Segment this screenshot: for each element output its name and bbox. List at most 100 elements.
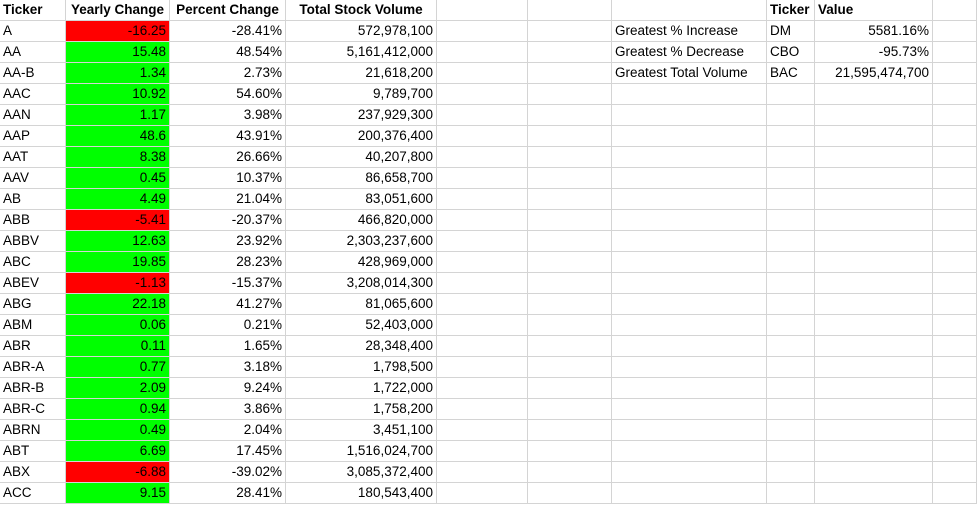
empty-cell[interactable] xyxy=(612,231,767,252)
percent-change-cell[interactable]: 3.86% xyxy=(170,399,286,420)
summary-header-ticker[interactable]: Ticker xyxy=(767,0,815,21)
percent-change-cell[interactable]: 3.18% xyxy=(170,357,286,378)
empty-cell[interactable] xyxy=(437,315,528,336)
total-stock-volume-cell[interactable]: 21,618,200 xyxy=(286,63,437,84)
empty-cell[interactable] xyxy=(612,210,767,231)
empty-cell[interactable] xyxy=(815,294,933,315)
empty-cell[interactable] xyxy=(437,357,528,378)
empty-cell[interactable] xyxy=(528,189,612,210)
yearly-change-cell[interactable]: -16.25 xyxy=(66,21,170,42)
empty-cell[interactable] xyxy=(933,483,977,504)
yearly-change-cell[interactable]: 2.09 xyxy=(66,378,170,399)
empty-cell[interactable] xyxy=(815,462,933,483)
empty-cell[interactable] xyxy=(612,483,767,504)
ticker-cell[interactable]: ABT xyxy=(0,441,66,462)
yearly-change-cell[interactable]: 12.63 xyxy=(66,231,170,252)
header-total-stock-volume[interactable]: Total Stock Volume xyxy=(286,0,437,21)
total-stock-volume-cell[interactable]: 3,085,372,400 xyxy=(286,462,437,483)
empty-cell[interactable] xyxy=(612,252,767,273)
yearly-change-cell[interactable]: 9.15 xyxy=(66,483,170,504)
empty-cell[interactable] xyxy=(528,420,612,441)
empty-cell[interactable] xyxy=(933,315,977,336)
empty-cell[interactable] xyxy=(528,231,612,252)
ticker-cell[interactable]: ABEV xyxy=(0,273,66,294)
empty-cell[interactable] xyxy=(528,462,612,483)
empty-cell[interactable] xyxy=(612,378,767,399)
empty-cell[interactable] xyxy=(528,273,612,294)
empty-cell[interactable] xyxy=(437,84,528,105)
empty-cell[interactable] xyxy=(528,63,612,84)
summary-ticker-cell[interactable]: DM xyxy=(767,21,815,42)
total-stock-volume-cell[interactable]: 1,722,000 xyxy=(286,378,437,399)
empty-cell[interactable] xyxy=(612,147,767,168)
yearly-change-cell[interactable]: 0.06 xyxy=(66,315,170,336)
ticker-cell[interactable]: ABR-B xyxy=(0,378,66,399)
yearly-change-cell[interactable]: 48.6 xyxy=(66,126,170,147)
total-stock-volume-cell[interactable]: 466,820,000 xyxy=(286,210,437,231)
empty-cell[interactable] xyxy=(437,462,528,483)
empty-cell[interactable] xyxy=(767,168,815,189)
empty-cell[interactable] xyxy=(815,168,933,189)
empty-cell[interactable] xyxy=(767,210,815,231)
empty-cell[interactable] xyxy=(933,0,977,21)
empty-cell[interactable] xyxy=(815,252,933,273)
empty-cell[interactable] xyxy=(528,210,612,231)
empty-cell[interactable] xyxy=(437,336,528,357)
empty-cell[interactable] xyxy=(612,0,767,21)
empty-cell[interactable] xyxy=(437,378,528,399)
total-stock-volume-cell[interactable]: 52,403,000 xyxy=(286,315,437,336)
total-stock-volume-cell[interactable]: 3,451,100 xyxy=(286,420,437,441)
empty-cell[interactable] xyxy=(933,147,977,168)
empty-cell[interactable] xyxy=(933,294,977,315)
ticker-cell[interactable]: AAP xyxy=(0,126,66,147)
empty-cell[interactable] xyxy=(437,63,528,84)
percent-change-cell[interactable]: 10.37% xyxy=(170,168,286,189)
empty-cell[interactable] xyxy=(933,42,977,63)
empty-cell[interactable] xyxy=(933,273,977,294)
empty-cell[interactable] xyxy=(612,462,767,483)
empty-cell[interactable] xyxy=(933,21,977,42)
ticker-cell[interactable]: ABBV xyxy=(0,231,66,252)
total-stock-volume-cell[interactable]: 2,303,237,600 xyxy=(286,231,437,252)
total-stock-volume-cell[interactable]: 9,789,700 xyxy=(286,84,437,105)
empty-cell[interactable] xyxy=(612,126,767,147)
empty-cell[interactable] xyxy=(933,357,977,378)
empty-cell[interactable] xyxy=(528,42,612,63)
empty-cell[interactable] xyxy=(767,189,815,210)
empty-cell[interactable] xyxy=(933,252,977,273)
empty-cell[interactable] xyxy=(612,273,767,294)
header-ticker[interactable]: Ticker xyxy=(0,0,66,21)
empty-cell[interactable] xyxy=(612,189,767,210)
ticker-cell[interactable]: ABR-A xyxy=(0,357,66,378)
empty-cell[interactable] xyxy=(815,105,933,126)
percent-change-cell[interactable]: 23.92% xyxy=(170,231,286,252)
empty-cell[interactable] xyxy=(437,21,528,42)
percent-change-cell[interactable]: -28.41% xyxy=(170,21,286,42)
empty-cell[interactable] xyxy=(437,273,528,294)
summary-value-cell[interactable]: 5581.16% xyxy=(815,21,933,42)
empty-cell[interactable] xyxy=(437,147,528,168)
empty-cell[interactable] xyxy=(612,420,767,441)
empty-cell[interactable] xyxy=(528,105,612,126)
ticker-cell[interactable]: AA-B xyxy=(0,63,66,84)
empty-cell[interactable] xyxy=(612,168,767,189)
empty-cell[interactable] xyxy=(612,441,767,462)
ticker-cell[interactable]: ABG xyxy=(0,294,66,315)
empty-cell[interactable] xyxy=(528,0,612,21)
empty-cell[interactable] xyxy=(815,231,933,252)
ticker-cell[interactable]: AAC xyxy=(0,84,66,105)
empty-cell[interactable] xyxy=(528,21,612,42)
empty-cell[interactable] xyxy=(767,105,815,126)
empty-cell[interactable] xyxy=(933,168,977,189)
empty-cell[interactable] xyxy=(933,210,977,231)
empty-cell[interactable] xyxy=(528,147,612,168)
empty-cell[interactable] xyxy=(815,420,933,441)
empty-cell[interactable] xyxy=(933,420,977,441)
ticker-cell[interactable]: ABB xyxy=(0,210,66,231)
empty-cell[interactable] xyxy=(612,294,767,315)
empty-cell[interactable] xyxy=(528,126,612,147)
percent-change-cell[interactable]: -39.02% xyxy=(170,462,286,483)
header-percent-change[interactable]: Percent Change xyxy=(170,0,286,21)
yearly-change-cell[interactable]: 10.92 xyxy=(66,84,170,105)
empty-cell[interactable] xyxy=(933,378,977,399)
